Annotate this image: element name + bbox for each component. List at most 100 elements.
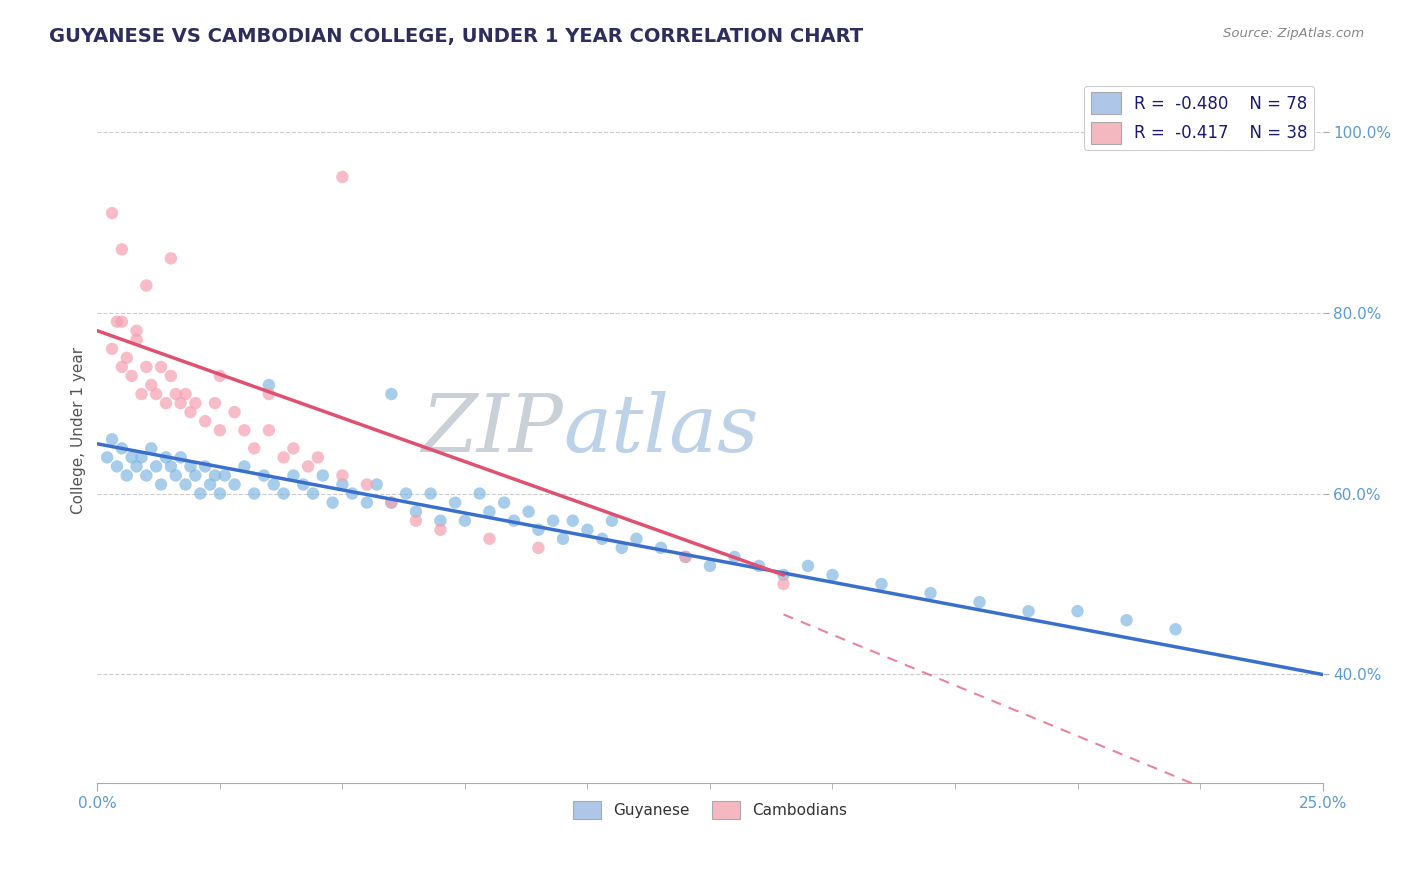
Point bbox=[675, 549, 697, 564]
Point bbox=[165, 468, 187, 483]
Point bbox=[101, 432, 124, 446]
Point bbox=[111, 243, 134, 257]
Point bbox=[145, 387, 167, 401]
Point bbox=[155, 450, 177, 465]
Point bbox=[233, 459, 256, 474]
Point bbox=[135, 278, 157, 293]
Point bbox=[610, 541, 633, 555]
Text: GUYANESE VS CAMBODIAN COLLEGE, UNDER 1 YEAR CORRELATION CHART: GUYANESE VS CAMBODIAN COLLEGE, UNDER 1 Y… bbox=[49, 27, 863, 45]
Point bbox=[101, 206, 124, 220]
Point bbox=[105, 315, 128, 329]
Point bbox=[135, 468, 157, 483]
Point bbox=[96, 450, 118, 465]
Point bbox=[527, 523, 550, 537]
Point bbox=[332, 477, 354, 491]
Point bbox=[204, 396, 226, 410]
Point bbox=[125, 333, 148, 347]
Point bbox=[1066, 604, 1088, 618]
Point bbox=[332, 169, 354, 184]
Point bbox=[468, 486, 491, 500]
Point bbox=[591, 532, 613, 546]
Point bbox=[273, 486, 295, 500]
Point bbox=[356, 477, 378, 491]
Point bbox=[797, 558, 820, 573]
Point bbox=[920, 586, 942, 600]
Text: atlas: atlas bbox=[562, 392, 758, 469]
Point bbox=[263, 477, 285, 491]
Point bbox=[292, 477, 315, 491]
Point bbox=[356, 495, 378, 509]
Point bbox=[366, 477, 388, 491]
Point bbox=[478, 532, 501, 546]
Point bbox=[160, 368, 183, 383]
Point bbox=[243, 442, 266, 456]
Point bbox=[204, 468, 226, 483]
Point bbox=[184, 468, 207, 483]
Point bbox=[541, 514, 564, 528]
Point bbox=[125, 459, 148, 474]
Point bbox=[444, 495, 467, 509]
Point bbox=[121, 368, 143, 383]
Point bbox=[224, 405, 246, 419]
Point bbox=[121, 450, 143, 465]
Point bbox=[297, 459, 319, 474]
Point bbox=[517, 505, 540, 519]
Point bbox=[969, 595, 991, 609]
Point bbox=[194, 414, 217, 428]
Point bbox=[772, 577, 794, 591]
Point bbox=[380, 387, 402, 401]
Point bbox=[224, 477, 246, 491]
Point bbox=[699, 558, 721, 573]
Point bbox=[478, 505, 501, 519]
Point bbox=[150, 359, 173, 374]
Legend: Guyanese, Cambodians: Guyanese, Cambodians bbox=[567, 795, 853, 825]
Point bbox=[208, 423, 231, 437]
Point bbox=[723, 549, 745, 564]
Point bbox=[198, 477, 221, 491]
Point bbox=[174, 477, 197, 491]
Point bbox=[150, 477, 173, 491]
Point bbox=[273, 450, 295, 465]
Point bbox=[257, 378, 280, 392]
Point bbox=[257, 387, 280, 401]
Point bbox=[115, 468, 138, 483]
Point bbox=[160, 459, 183, 474]
Point bbox=[405, 514, 427, 528]
Point bbox=[115, 351, 138, 365]
Point bbox=[257, 423, 280, 437]
Point bbox=[626, 532, 648, 546]
Point bbox=[131, 387, 153, 401]
Point bbox=[165, 387, 187, 401]
Point bbox=[772, 568, 794, 582]
Point bbox=[188, 486, 211, 500]
Text: Source: ZipAtlas.com: Source: ZipAtlas.com bbox=[1223, 27, 1364, 40]
Point bbox=[174, 387, 197, 401]
Point bbox=[169, 396, 191, 410]
Point bbox=[145, 459, 167, 474]
Point bbox=[395, 486, 418, 500]
Point bbox=[650, 541, 672, 555]
Point bbox=[253, 468, 276, 483]
Point bbox=[160, 252, 183, 266]
Point bbox=[125, 324, 148, 338]
Point bbox=[155, 396, 177, 410]
Point bbox=[429, 523, 451, 537]
Point bbox=[405, 505, 427, 519]
Point bbox=[135, 359, 157, 374]
Point bbox=[111, 315, 134, 329]
Point bbox=[419, 486, 441, 500]
Point bbox=[380, 495, 402, 509]
Point bbox=[179, 405, 201, 419]
Point bbox=[208, 368, 231, 383]
Point bbox=[214, 468, 236, 483]
Point bbox=[105, 459, 128, 474]
Point bbox=[600, 514, 623, 528]
Point bbox=[527, 541, 550, 555]
Point bbox=[748, 558, 770, 573]
Point bbox=[131, 450, 153, 465]
Point bbox=[576, 523, 599, 537]
Point bbox=[233, 423, 256, 437]
Text: ZIP: ZIP bbox=[422, 392, 562, 469]
Point bbox=[494, 495, 516, 509]
Point bbox=[551, 532, 574, 546]
